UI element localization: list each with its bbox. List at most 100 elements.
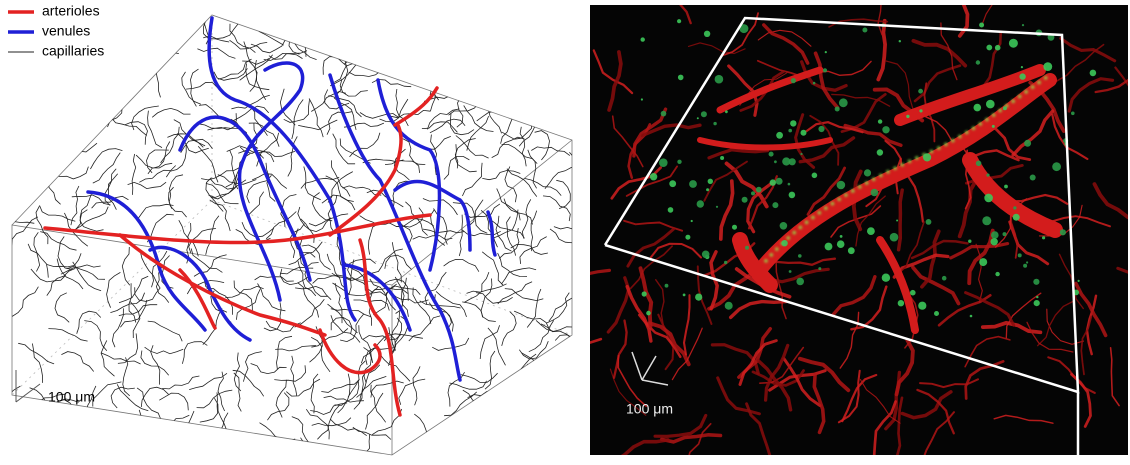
capillary — [448, 40, 465, 72]
capillary — [430, 119, 465, 133]
capillary — [451, 113, 475, 135]
capillary — [463, 390, 494, 414]
cell — [702, 251, 710, 259]
capillary — [436, 0, 452, 31]
capillary — [487, 30, 516, 57]
capillary — [28, 244, 48, 278]
capillary — [155, 56, 161, 97]
cell — [1036, 296, 1038, 298]
capillary — [465, 72, 497, 90]
cell — [781, 240, 787, 246]
capillary — [111, 117, 147, 135]
cell — [910, 290, 916, 296]
capillary — [462, 163, 482, 196]
cell — [776, 178, 783, 185]
capillary — [42, 408, 65, 443]
capillary — [1, 55, 33, 75]
capillary — [151, 345, 160, 384]
cell — [689, 180, 697, 188]
capillary — [548, 381, 584, 400]
cell — [837, 240, 845, 248]
cell — [661, 111, 667, 117]
venule — [240, 63, 303, 300]
capillary — [110, 293, 144, 313]
cell — [986, 45, 992, 51]
cell — [745, 246, 749, 250]
capillary — [188, 411, 197, 449]
cell — [991, 231, 999, 239]
cell — [1003, 232, 1007, 236]
cell — [695, 294, 702, 301]
cell — [882, 126, 889, 133]
capillary — [206, 216, 219, 255]
capillary — [132, 154, 136, 195]
capillary — [61, 81, 74, 119]
capillary — [4, 440, 41, 449]
capillary — [37, 109, 45, 146]
cell — [1019, 73, 1025, 79]
capillary — [544, 393, 582, 403]
cell — [677, 19, 681, 23]
capillary — [166, 145, 186, 177]
cell — [708, 179, 713, 184]
capillary — [496, 432, 529, 453]
capillary — [330, 419, 366, 436]
cell — [685, 235, 690, 240]
capillary — [309, 99, 323, 138]
capillary — [519, 112, 536, 146]
capillary — [329, 96, 362, 117]
capillary — [505, 85, 535, 104]
capillary — [104, 62, 111, 102]
cell — [867, 227, 875, 235]
capillary — [525, 49, 561, 69]
capillary — [213, 413, 228, 450]
capillary — [225, 286, 263, 297]
capillary — [335, 283, 342, 323]
cell — [715, 75, 724, 84]
capillary — [536, 320, 574, 331]
capillary — [88, 419, 104, 452]
capillary — [479, 89, 513, 109]
capillary — [58, 237, 72, 270]
capillary — [258, 284, 286, 311]
capillary — [69, 439, 111, 442]
capillary — [555, 335, 582, 357]
capillary — [519, 390, 534, 425]
cell — [641, 98, 643, 100]
cell — [704, 31, 710, 37]
capillary — [276, 3, 297, 31]
capillary — [317, 405, 339, 439]
capillary — [71, 186, 79, 225]
cell — [818, 126, 824, 132]
arteriole — [360, 240, 400, 415]
capillary — [413, 236, 453, 240]
capillary — [107, 272, 121, 307]
cell — [848, 247, 855, 254]
capillary — [550, 229, 579, 255]
capillary — [171, 10, 179, 50]
capillary — [210, 433, 239, 451]
capillary — [334, 54, 362, 82]
capillary — [392, 242, 401, 282]
capillary — [136, 155, 172, 168]
capillary — [429, 30, 459, 52]
capillary — [547, 371, 561, 409]
cell — [720, 156, 724, 160]
cell — [774, 160, 777, 163]
capillary — [371, 385, 386, 423]
capillary — [464, 272, 489, 302]
cell — [725, 110, 728, 113]
capillary — [251, 364, 287, 374]
cell — [992, 125, 995, 128]
cell — [1060, 229, 1066, 235]
capillary — [492, 137, 525, 157]
capillary — [381, 9, 400, 43]
capillary — [80, 210, 104, 231]
capillary — [233, 370, 264, 396]
cell — [1024, 140, 1031, 147]
cell — [1090, 70, 1097, 77]
capillary — [289, 28, 328, 31]
capillary — [251, 40, 285, 53]
